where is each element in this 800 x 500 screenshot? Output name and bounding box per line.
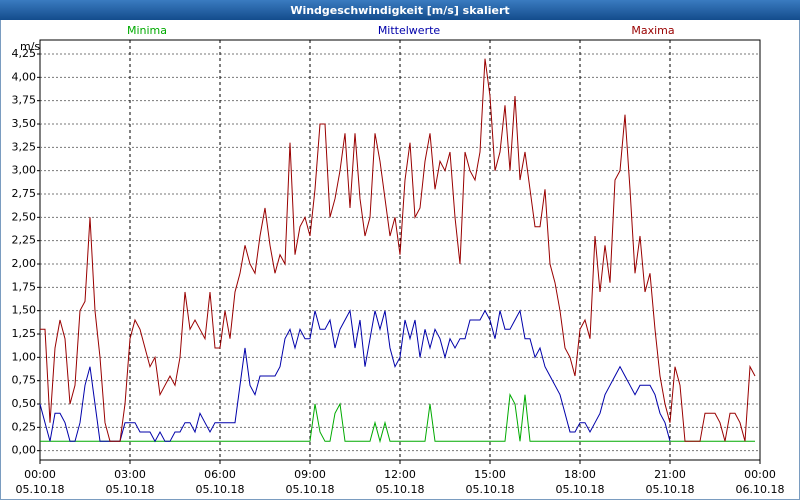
y-tick-label: 2,75 [12, 187, 37, 200]
x-tick-label: 03:00 [114, 468, 146, 481]
x-tick-date: 05.10.18 [556, 483, 605, 496]
series-line [40, 393, 755, 444]
y-tick-label: 2,50 [12, 210, 37, 223]
series-line [40, 58, 756, 442]
y-tick-label: 1,75 [12, 280, 37, 293]
y-tick-label: 3,00 [12, 164, 37, 177]
x-tick-date: 05.10.18 [286, 483, 335, 496]
y-tick-label: 1,50 [12, 304, 37, 317]
y-tick-label: 1,25 [12, 327, 37, 340]
y-tick-label: 2,00 [12, 257, 37, 270]
y-axis-label: m/s [20, 40, 40, 53]
x-tick-label: 09:00 [294, 468, 326, 481]
legend-label: Maxima [631, 24, 674, 37]
y-tick-label: 0,50 [12, 397, 37, 410]
y-tick-label: 2,25 [12, 234, 37, 247]
x-tick-label: 00:00 [744, 468, 776, 481]
chart-title: Windgeschwindigkeit [m/s] skaliert [290, 4, 509, 17]
x-tick-date: 05.10.18 [466, 483, 515, 496]
x-tick-date: 05.10.18 [376, 483, 425, 496]
y-tick-label: 4,25 [12, 47, 37, 60]
x-tick-date: 05.10.18 [646, 483, 695, 496]
title-bar [0, 0, 800, 20]
x-tick-label: 21:00 [654, 468, 686, 481]
x-tick-label: 18:00 [564, 468, 596, 481]
legend-label: Minima [127, 24, 167, 37]
x-tick-date: 05.10.18 [106, 483, 155, 496]
y-tick-label: 0,25 [12, 420, 37, 433]
y-tick-label: 3,50 [12, 117, 37, 130]
series-line [39, 309, 671, 443]
x-tick-label: 00:00 [24, 468, 56, 481]
y-tick-label: 1,00 [12, 350, 37, 363]
x-tick-date: 05.10.18 [196, 483, 245, 496]
y-tick-label: 0,00 [12, 444, 37, 457]
y-tick-label: 0,75 [12, 374, 37, 387]
x-tick-date: 06.10.18 [736, 483, 785, 496]
y-tick-label: 3,75 [12, 94, 37, 107]
x-tick-date: 05.10.18 [16, 483, 65, 496]
x-tick-label: 12:00 [384, 468, 416, 481]
x-tick-label: 15:00 [474, 468, 506, 481]
legend-label: Mittelwerte [378, 24, 441, 37]
y-tick-label: 4,00 [12, 70, 37, 83]
y-tick-label: 3,25 [12, 140, 37, 153]
x-tick-label: 06:00 [204, 468, 236, 481]
